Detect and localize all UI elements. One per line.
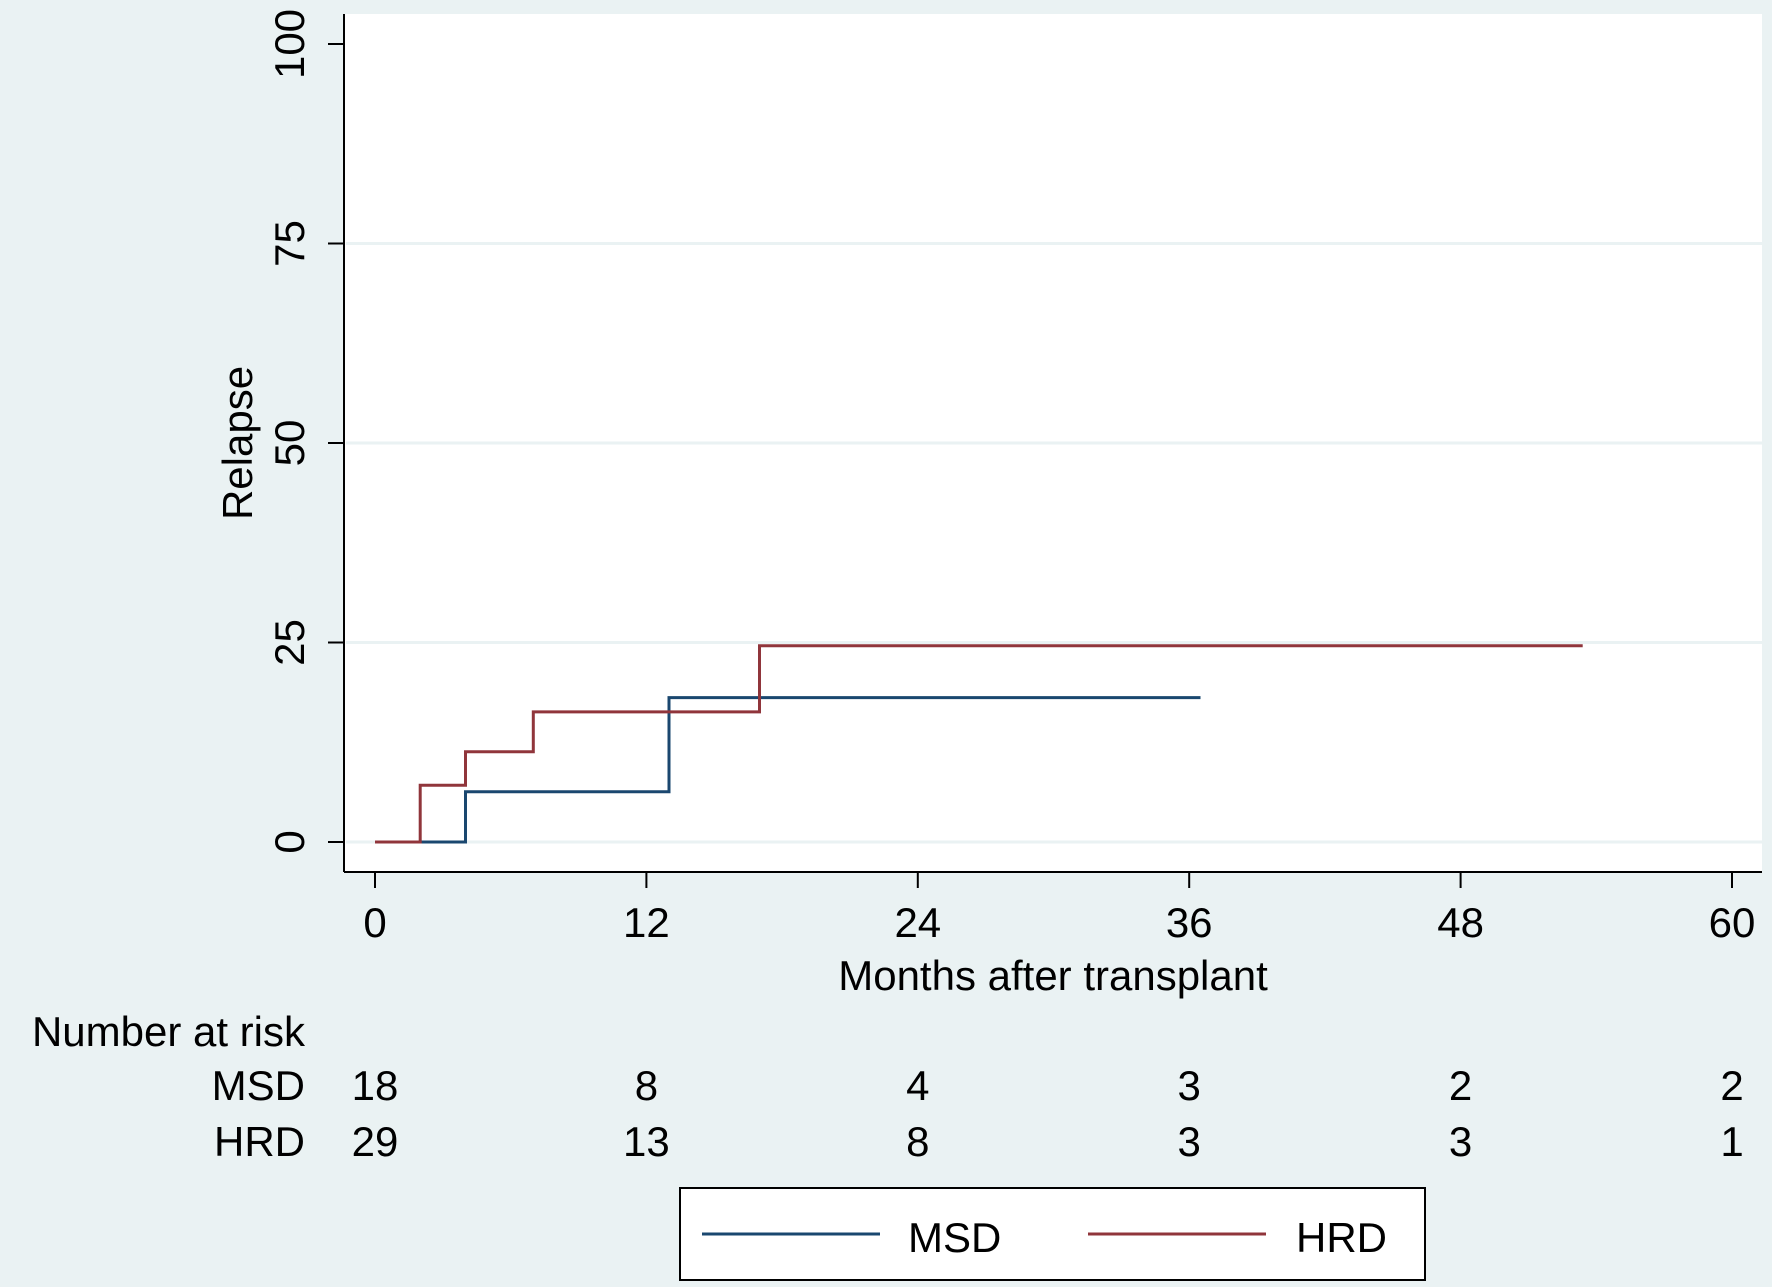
x-tick-label-24: 24 [894, 899, 941, 946]
risk-value-msd-24: 4 [906, 1062, 929, 1109]
risk-row-label-hrd: HRD [214, 1118, 305, 1165]
legend-label-hrd: HRD [1296, 1214, 1387, 1261]
x-tick-label-12: 12 [623, 899, 670, 946]
risk-value-hrd-48: 3 [1449, 1118, 1472, 1165]
x-axis-label: Months after transplant [838, 952, 1268, 999]
y-tick-label-25: 25 [266, 619, 313, 666]
risk-value-hrd-0: 29 [352, 1118, 399, 1165]
risk-value-msd-36: 3 [1178, 1062, 1201, 1109]
risk-value-hrd-24: 8 [906, 1118, 929, 1165]
y-tick-label-0: 0 [266, 830, 313, 853]
series-lines [375, 644, 1583, 844]
gridlines [346, 242, 1762, 844]
x-tick-label-0: 0 [363, 899, 386, 946]
y-tick-label-50: 50 [266, 420, 313, 467]
y-tick-label-100: 100 [266, 9, 313, 79]
x-tick-label-48: 48 [1437, 899, 1484, 946]
x-tick-label-60: 60 [1709, 899, 1756, 946]
risk-value-msd-60: 2 [1720, 1062, 1743, 1109]
legend-label-msd: MSD [908, 1214, 1001, 1261]
y-axis-label: Relapse [214, 366, 261, 520]
x-tick-label-36: 36 [1166, 899, 1213, 946]
risk-value-hrd-36: 3 [1178, 1118, 1201, 1165]
risk-row-label-msd: MSD [212, 1062, 305, 1109]
risk-table: MSD 18 8 4 3 2 2 HRD 29 13 8 3 3 1 [212, 1062, 1744, 1165]
risk-value-msd-48: 2 [1449, 1062, 1472, 1109]
risk-value-hrd-12: 13 [623, 1118, 670, 1165]
risk-value-msd-0: 18 [352, 1062, 399, 1109]
y-tick-label-75: 75 [266, 220, 313, 267]
series-line-hrd [375, 644, 1583, 844]
series-line-msd [375, 696, 1201, 844]
risk-table-title: Number at risk [32, 1008, 306, 1055]
risk-value-hrd-60: 1 [1720, 1118, 1743, 1165]
x-ticks: 0 12 24 36 48 60 [363, 872, 1755, 946]
risk-value-msd-12: 8 [635, 1062, 658, 1109]
y-ticks: 0 25 50 75 100 [266, 9, 344, 854]
